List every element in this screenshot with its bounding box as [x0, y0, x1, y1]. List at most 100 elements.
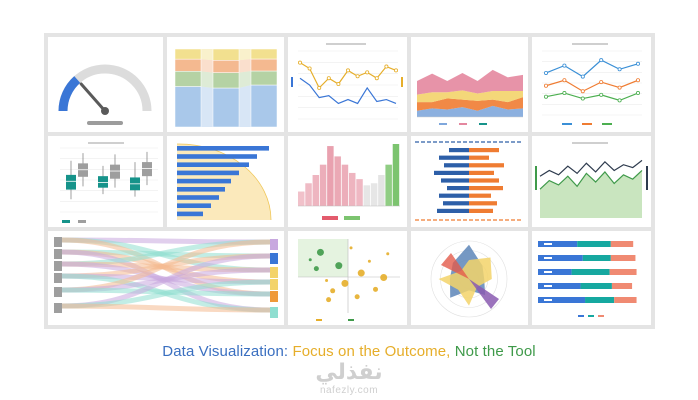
panel-sankey	[48, 231, 284, 325]
three-lines-series-2-line	[545, 79, 639, 92]
diverging-chart	[415, 141, 523, 221]
stacked-columns-flow	[239, 71, 251, 88]
stacked-area-layer	[417, 90, 523, 103]
stacked-hbars-segment	[611, 283, 633, 289]
two-lines-series-2-line	[299, 77, 397, 105]
three-lines-title-bar	[572, 43, 608, 45]
two-lines-series-1-line	[299, 62, 397, 89]
stacked-area-layer	[417, 97, 523, 111]
stacked-columns-flow	[201, 49, 213, 61]
stacked-columns-bar	[174, 86, 202, 128]
three-lines-chart	[542, 43, 642, 125]
histogram-legend-key	[322, 216, 338, 220]
panel-stacked-area	[411, 37, 528, 132]
two-lines-chart	[291, 43, 403, 120]
boxplot-title-bar	[88, 142, 124, 144]
hbars-bar	[177, 187, 225, 192]
boxplot-box	[66, 174, 76, 190]
stacked-area-layer	[417, 69, 523, 95]
three-lines-series-1-point	[636, 61, 641, 66]
three-lines-series-2-point	[599, 80, 604, 85]
diverging-right-bar	[469, 178, 499, 183]
stacked-hbars-segment	[577, 241, 611, 247]
stacked-columns-bar	[174, 58, 202, 72]
stacked-hbars-segment	[538, 255, 583, 261]
stacked-hbars-segment	[538, 241, 578, 247]
scatter-point	[326, 297, 332, 303]
stacked-area-legend-key	[479, 123, 487, 125]
diverging-right-bar	[469, 208, 493, 213]
stacked-columns-bar	[212, 72, 240, 89]
histogram-chart	[298, 144, 400, 220]
histogram-bar	[378, 175, 385, 206]
gauge-value-label	[87, 121, 123, 125]
sankey-source-node	[54, 261, 62, 271]
stacked-columns-flow	[201, 59, 213, 73]
stacked-area-layer	[417, 105, 523, 117]
stacked-hbars-segment	[610, 255, 636, 261]
stacked-columns-bar	[212, 60, 240, 73]
two-lines-series-1-point	[355, 74, 360, 79]
stacked-columns-bar	[250, 58, 278, 72]
scatter-quadrant	[298, 239, 348, 277]
scatter-point	[335, 262, 343, 270]
stacked-area-legend-key	[459, 123, 467, 125]
gauge-hub	[101, 107, 109, 115]
diverging-left-bar	[447, 186, 469, 191]
stacked-columns-bar	[174, 48, 202, 60]
wave-area-axis-marker	[646, 166, 648, 190]
scatter-point	[380, 273, 388, 281]
panel-histogram	[288, 136, 407, 227]
histogram-bar	[298, 191, 305, 206]
hbars-bar	[177, 195, 219, 200]
three-lines-series-1-point	[543, 70, 548, 75]
caption-part-3: Not the Tool	[454, 343, 536, 360]
histogram-bar	[319, 164, 327, 206]
sankey-target-node	[270, 253, 278, 264]
panel-three-lines	[532, 37, 651, 132]
histogram-bar	[370, 183, 378, 206]
scatter-point	[316, 248, 324, 256]
boxplot-chart	[60, 142, 158, 223]
boxplot-box	[142, 162, 152, 177]
stacked-hbars-label	[544, 243, 552, 245]
stacked-columns-flow	[201, 71, 213, 88]
panel-diverging	[411, 136, 528, 227]
histogram-bar	[392, 144, 400, 206]
two-lines-series-1-point	[326, 76, 331, 81]
stacked-hbars-segment	[538, 283, 581, 289]
boxplot-box	[98, 176, 108, 188]
radar-highlight-slice	[441, 253, 469, 279]
diverging-right-bar	[469, 193, 491, 198]
hbars-bar	[177, 203, 211, 208]
three-lines-series-3-point	[562, 91, 567, 96]
stacked-columns-flow	[201, 86, 213, 127]
two-lines-series-1-point	[365, 70, 370, 75]
stacked-columns-flow	[239, 59, 251, 73]
stacked-columns-bar	[212, 48, 240, 61]
sankey-target-node	[270, 307, 278, 318]
stacked-columns-bar	[250, 70, 278, 86]
scatter-point	[386, 252, 390, 256]
stacked-columns-flow	[239, 49, 251, 61]
sankey-chart	[54, 237, 278, 318]
scatter-point	[357, 269, 365, 277]
hbars-bar	[177, 162, 249, 167]
scatter-point	[330, 288, 336, 294]
stacked-columns-bar	[250, 48, 278, 60]
histogram-bar	[305, 183, 312, 206]
radar-ring	[430, 240, 508, 318]
sankey-source-node	[54, 303, 62, 313]
diverging-right-bar	[469, 201, 497, 206]
sankey-flow	[61, 303, 271, 313]
stacked-hbars-segment	[582, 255, 611, 261]
two-lines-series-1-point	[317, 85, 322, 90]
sankey-target-node	[270, 291, 278, 302]
two-lines-series-1-point	[307, 66, 312, 71]
stacked-hbars-legend-key	[598, 315, 604, 317]
stacked-area-legend-key	[439, 123, 447, 125]
three-lines-legend-key	[602, 123, 612, 125]
sankey-source-node	[54, 287, 62, 297]
three-lines-legend-key	[582, 123, 592, 125]
watermark-logo: نفذلي	[315, 360, 383, 385]
